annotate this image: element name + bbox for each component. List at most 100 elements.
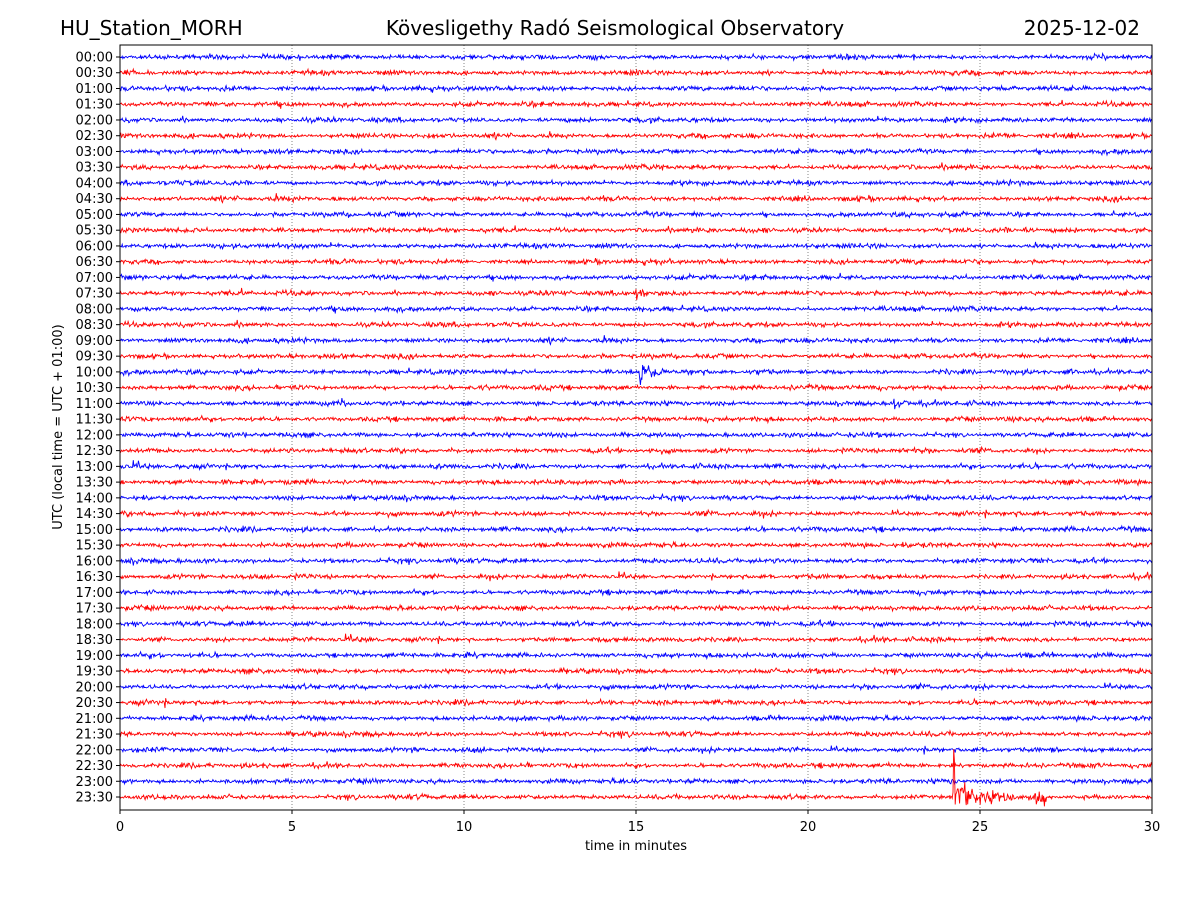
trace-0130 <box>119 99 1153 109</box>
trace-0600 <box>119 241 1153 251</box>
y-tick-label: 10:30 <box>76 381 113 396</box>
x-axis-label: time in minutes <box>585 839 687 854</box>
y-tick-label: 09:30 <box>76 350 113 365</box>
trace-2030 <box>119 697 1153 709</box>
y-tick-label: 23:00 <box>76 775 113 790</box>
y-tick-label: 12:30 <box>76 444 113 459</box>
y-tick-label: 18:30 <box>76 633 113 648</box>
y-tick-label: 15:30 <box>76 539 113 554</box>
y-tick-label: 01:30 <box>76 98 113 113</box>
y-tick-label: 21:30 <box>76 728 113 743</box>
y-tick-label: 20:00 <box>76 680 113 695</box>
trace-1330 <box>119 477 1153 487</box>
y-tick-label: 10:00 <box>76 365 113 380</box>
trace-0800 <box>119 304 1153 314</box>
x-ticks: 0 5 10 15 20 25 30 <box>116 810 1160 835</box>
y-tick-label: 08:30 <box>76 318 113 333</box>
x-tick-label: 30 <box>1144 820 1161 835</box>
x-tick-label: 25 <box>972 820 989 835</box>
y-tick-label: 06:30 <box>76 255 113 270</box>
trace-0100 <box>119 83 1153 93</box>
station-name: HU_Station_MORH <box>60 16 243 40</box>
x-tick-label: 10 <box>456 820 473 835</box>
y-tick-label: 13:00 <box>76 460 113 475</box>
trace-1000 <box>119 364 1153 385</box>
traces <box>119 51 1153 807</box>
trace-1100 <box>119 398 1153 410</box>
y-tick-label: 23:30 <box>76 791 113 806</box>
y-tick-label: 19:00 <box>76 649 113 664</box>
trace-0830 <box>119 319 1153 330</box>
trace-0630 <box>119 257 1153 267</box>
y-tick-label: 04:00 <box>76 176 113 191</box>
y-tick-label: 04:30 <box>76 192 113 207</box>
trace-2100 <box>119 713 1153 723</box>
trace-2330 <box>119 749 1153 807</box>
y-tick-label: 16:00 <box>76 554 113 569</box>
trace-1430 <box>119 508 1153 519</box>
x-tick-label: 15 <box>628 820 645 835</box>
y-tick-label: 15:00 <box>76 523 113 538</box>
trace-2230 <box>119 760 1153 771</box>
trace-1630 <box>119 571 1153 582</box>
trace-0530 <box>119 225 1153 235</box>
y-tick-label: 20:30 <box>76 696 113 711</box>
trace-0900 <box>119 335 1153 346</box>
y-tick-label: 06:00 <box>76 239 113 254</box>
trace-1600 <box>119 556 1153 566</box>
trace-1830 <box>119 633 1153 645</box>
trace-0030 <box>119 67 1153 77</box>
y-tick-label: 17:30 <box>76 602 113 617</box>
chart-title: Kövesligethy Radó Seismological Observat… <box>386 16 844 40</box>
y-tick-label: 11:00 <box>76 397 113 412</box>
y-tick-label: 21:00 <box>76 712 113 727</box>
y-tick-label: 11:30 <box>76 413 113 428</box>
y-tick-label: 07:30 <box>76 287 113 302</box>
trace-0700 <box>119 272 1153 282</box>
y-tick-label: 08:00 <box>76 302 113 317</box>
y-tick-label: 01:00 <box>76 82 113 97</box>
y-axis-label: UTC (local time = UTC + 01:00) <box>51 324 66 529</box>
y-tick-label: 14:00 <box>76 491 113 506</box>
y-tick-label: 09:00 <box>76 334 113 349</box>
trace-0400 <box>119 178 1153 188</box>
y-tick-label: 05:30 <box>76 224 113 239</box>
y-tick-label: 03:00 <box>76 145 113 160</box>
y-tick-label: 14:30 <box>76 507 113 522</box>
trace-0330 <box>119 162 1153 172</box>
y-tick-label: 05:00 <box>76 208 113 223</box>
trace-0000 <box>119 51 1153 62</box>
trace-1030 <box>120 382 1153 393</box>
trace-1130 <box>119 414 1153 425</box>
y-tick-label: 16:30 <box>76 570 113 585</box>
trace-0500 <box>119 209 1153 219</box>
trace-1700 <box>119 587 1153 598</box>
trace-1200 <box>119 430 1153 440</box>
trace-2200 <box>119 745 1153 755</box>
trace-0930 <box>119 351 1153 361</box>
y-tick-label: 17:00 <box>76 586 113 601</box>
trace-1230 <box>119 445 1153 455</box>
grid-lines <box>291 45 981 810</box>
y-tick-label: 22:30 <box>76 759 113 774</box>
chart-date: 2025-12-02 <box>1024 16 1140 40</box>
y-tick-label: 13:30 <box>76 476 113 491</box>
trace-1800 <box>119 619 1153 630</box>
y-tick-label: 03:30 <box>76 161 113 176</box>
y-tick-label: 02:30 <box>76 129 113 144</box>
trace-1500 <box>119 524 1153 534</box>
y-tick-label: 07:00 <box>76 271 113 286</box>
x-tick-label: 0 <box>116 820 124 835</box>
y-tick-label: 18:00 <box>76 617 113 632</box>
y-tick-label: 00:30 <box>76 66 113 81</box>
x-tick-label: 20 <box>800 820 817 835</box>
y-tick-label: 12:00 <box>76 428 113 443</box>
trace-1300 <box>119 460 1153 472</box>
x-tick-label: 5 <box>288 820 296 835</box>
trace-2000 <box>119 681 1153 692</box>
trace-1530 <box>119 540 1153 550</box>
trace-2130 <box>119 729 1153 739</box>
trace-0230 <box>119 131 1153 141</box>
trace-1400 <box>119 492 1153 503</box>
